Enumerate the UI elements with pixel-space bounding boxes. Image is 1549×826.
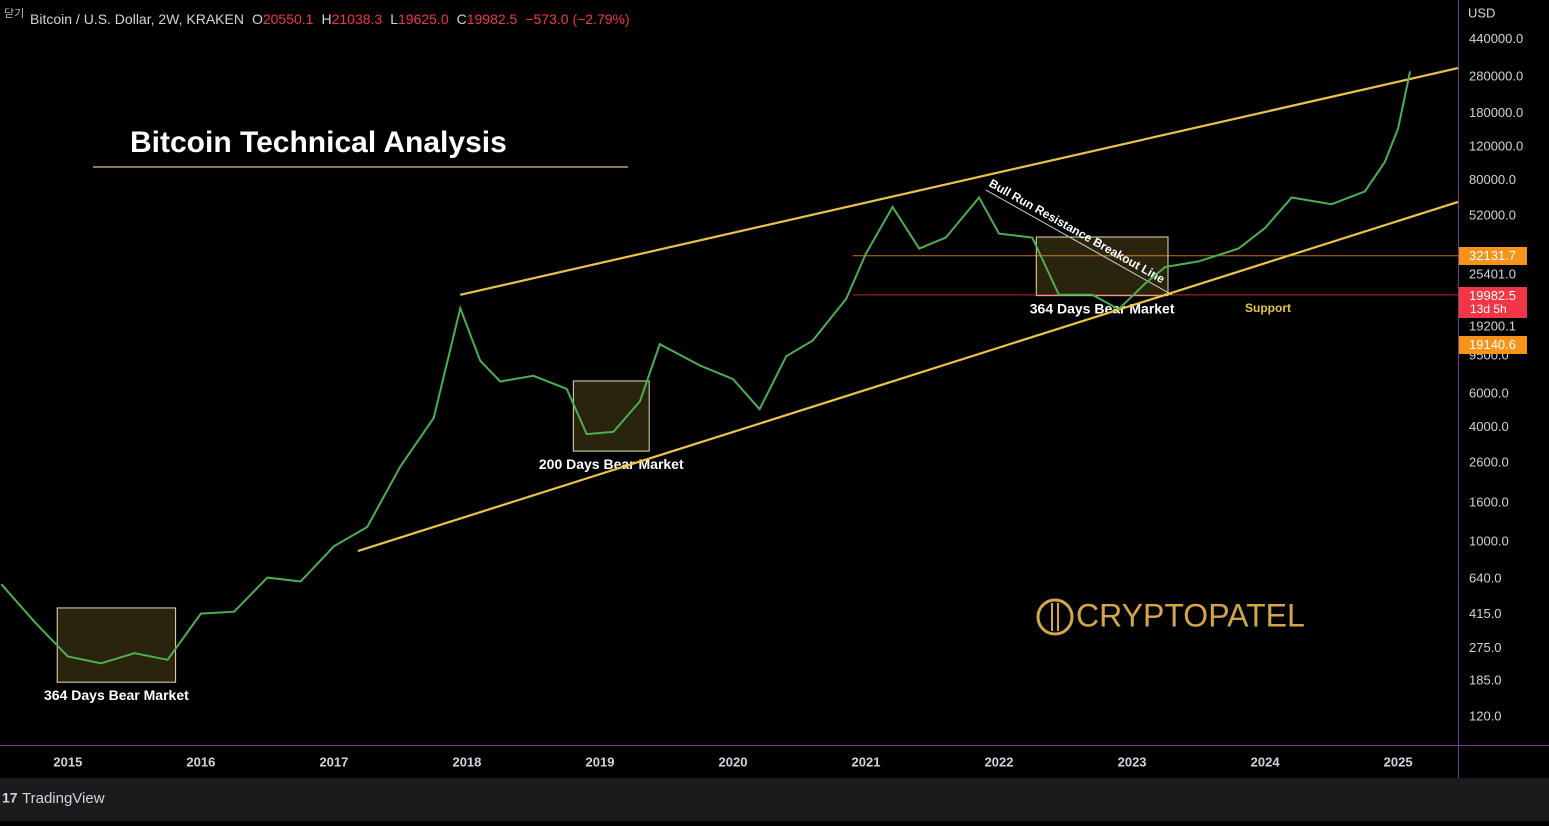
- ohlc-value: 20550.1: [263, 11, 314, 27]
- trendline: [460, 67, 1459, 296]
- price-badge-sub: 13d 5h: [1470, 302, 1507, 316]
- ohlc-key: L: [390, 11, 398, 27]
- y-tick-label: 19200.1: [1469, 319, 1516, 334]
- trendline: [357, 200, 1459, 553]
- y-tick-label: 415.0: [1469, 606, 1502, 621]
- y-tick-label: 440000.0: [1469, 31, 1523, 46]
- y-tick-label: 2600.0: [1469, 455, 1509, 470]
- box-label: 200 Days Bear Market: [539, 456, 684, 472]
- ohlc-key: O: [252, 11, 263, 27]
- price-badge-label: 19982.5: [1469, 288, 1516, 303]
- x-tick-label: 2016: [186, 754, 215, 769]
- y-tick-label: 25401.0: [1469, 267, 1516, 282]
- y-unit: USD: [1468, 5, 1495, 20]
- y-tick-label: 1600.0: [1469, 495, 1509, 510]
- y-tick-label: 4000.0: [1469, 419, 1509, 434]
- y-tick-label: 120.0: [1469, 708, 1502, 723]
- symbol: Bitcoin / U.S. Dollar, 2W, KRAKEN: [30, 11, 244, 27]
- x-tick-label: 2018: [452, 754, 481, 769]
- y-tick-label: 6000.0: [1469, 386, 1509, 401]
- price-badge: [1459, 287, 1527, 318]
- header: Bitcoin / U.S. Dollar, 2W, KRAKEN O20550.…: [30, 11, 630, 27]
- x-tick-label: 2019: [586, 754, 615, 769]
- footer-icon: 17: [2, 790, 18, 806]
- support-label: Support: [1245, 301, 1291, 315]
- ohlc-value: 19982.5: [467, 11, 518, 27]
- y-tick-label: 80000.0: [1469, 172, 1516, 187]
- ohlc-key: C: [457, 11, 467, 27]
- y-tick-label: 120000.0: [1469, 138, 1523, 153]
- footer-bar: [0, 778, 1549, 821]
- logo: [1036, 598, 1074, 636]
- ohlc-value: 21038.3: [332, 11, 383, 27]
- x-tick-label: 2020: [719, 754, 748, 769]
- price-badge-label: 32131.7: [1469, 248, 1516, 263]
- box-label: 364 Days Bear Market: [44, 687, 189, 703]
- overlay-text: 닫기: [4, 7, 24, 20]
- y-tick-label: 1000.0: [1469, 533, 1509, 548]
- bear-box: [572, 380, 650, 452]
- chart-title: Bitcoin Technical Analysis: [130, 126, 507, 159]
- x-tick-label: 2022: [985, 754, 1014, 769]
- y-tick-label: 180000.0: [1469, 105, 1523, 120]
- ohlc-value: 19625.0: [398, 11, 449, 27]
- price-badge-label: 19140.6: [1469, 337, 1516, 352]
- x-tick-label: 2017: [319, 754, 348, 769]
- ohlc-key: H: [321, 11, 331, 27]
- x-tick-label: 2021: [852, 754, 881, 769]
- y-tick-label: 52000.0: [1469, 207, 1516, 222]
- change: −573.0 (−2.79%): [525, 11, 629, 27]
- y-tick-label: 185.0: [1469, 673, 1502, 688]
- price-line: [0, 71, 1412, 665]
- x-tick-label: 2024: [1251, 754, 1281, 769]
- y-tick-label: 275.0: [1469, 640, 1502, 655]
- x-tick-label: 2023: [1118, 754, 1147, 769]
- y-tick-label: 640.0: [1469, 570, 1502, 585]
- footer-brand: TradingView: [22, 790, 105, 807]
- price-badge: [1459, 336, 1527, 354]
- trendline: [985, 189, 1173, 296]
- watermark: CRYPTOPATEL: [1076, 597, 1305, 633]
- y-tick-label: 280000.0: [1469, 68, 1523, 83]
- x-tick-label: 2025: [1384, 754, 1413, 769]
- price-badge: [1459, 247, 1527, 265]
- bear-box: [56, 607, 177, 683]
- x-tick-label: 2015: [53, 754, 82, 769]
